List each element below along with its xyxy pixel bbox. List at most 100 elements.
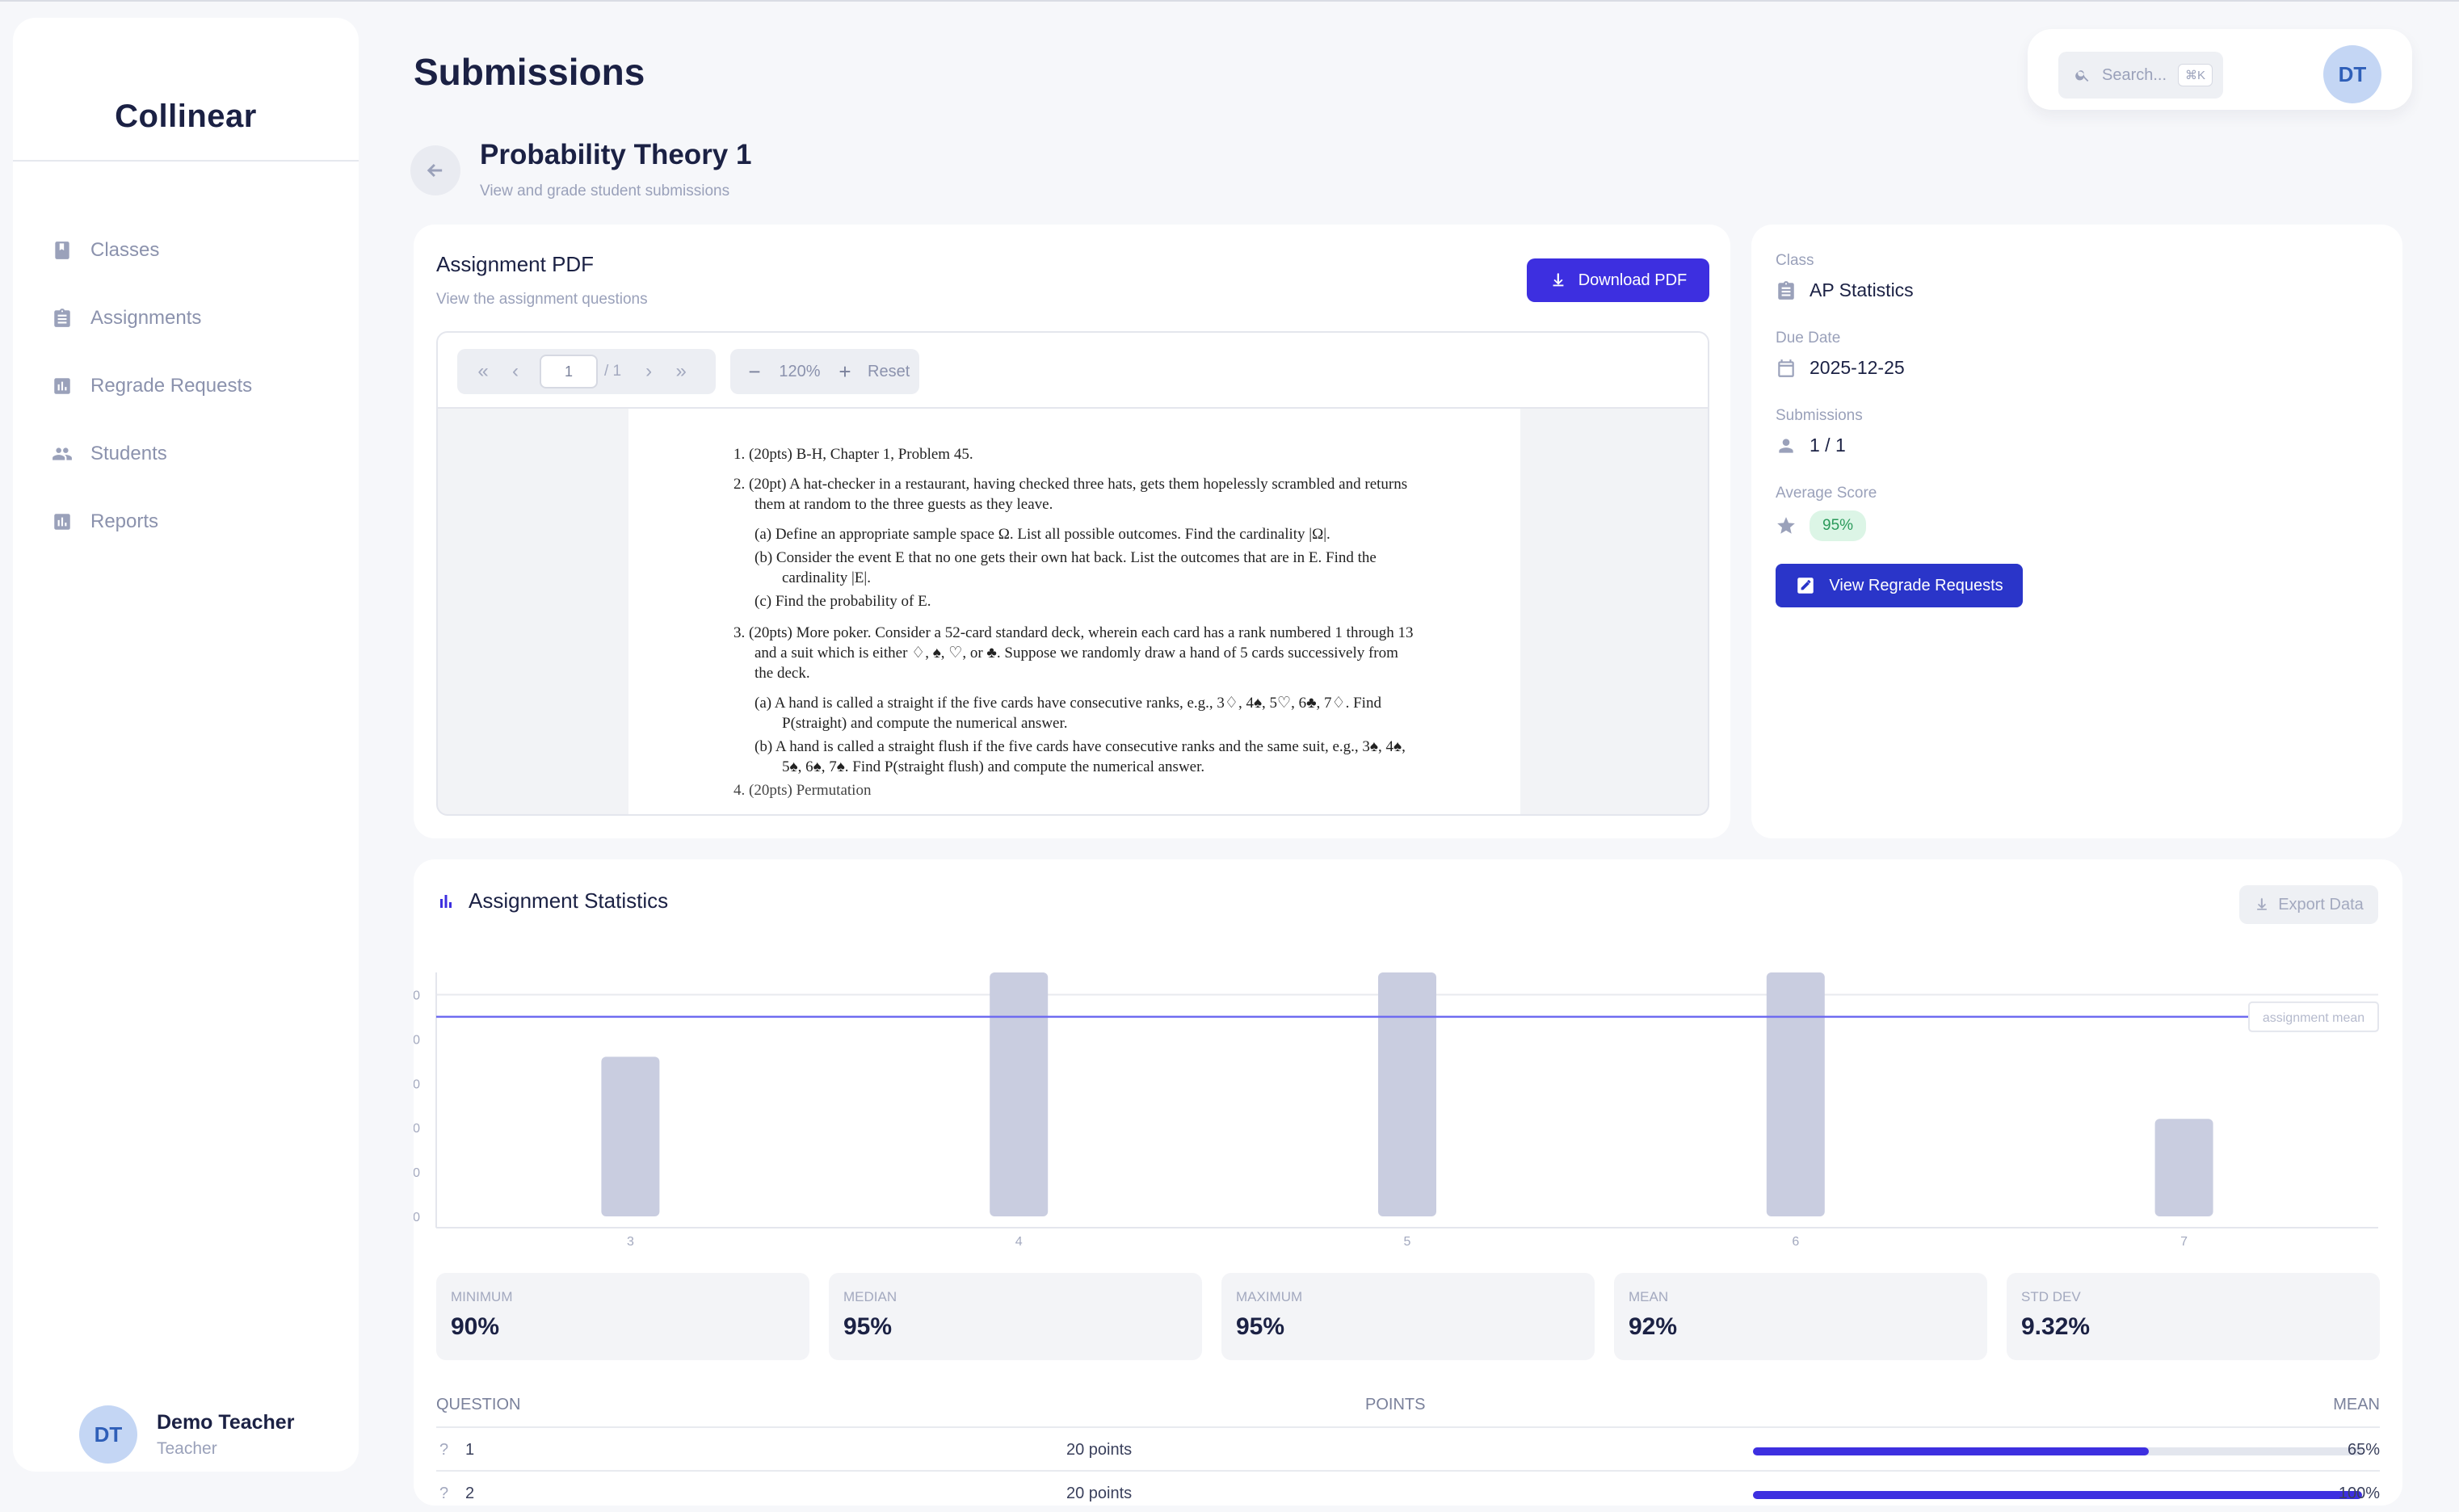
average-score-badge: 95% xyxy=(1810,510,1867,541)
user-profile[interactable]: DT Demo Teacher Teacher xyxy=(79,1405,294,1464)
zoom-level: 120% xyxy=(779,362,821,380)
due-date-label: Due Date xyxy=(1776,330,1841,346)
column-header-question: QUESTION xyxy=(436,1396,521,1413)
stat-label: MEDIAN xyxy=(843,1289,897,1304)
submissions-value: 1 / 1 xyxy=(1810,435,1846,456)
zoom-reset-button[interactable]: Reset xyxy=(868,362,910,380)
due-date-value: 2025-12-25 xyxy=(1810,357,1905,378)
chart-bar xyxy=(990,972,1049,1216)
search-icon xyxy=(2075,70,2089,82)
question-3a-text: (a) A hand is called a straight if the f… xyxy=(755,695,1381,732)
next-page-icon[interactable]: › xyxy=(645,360,653,382)
zoom-controls: − 120% + Reset xyxy=(730,349,919,394)
stat-median: MEDIAN 95% xyxy=(829,1273,1202,1360)
page-number-input[interactable] xyxy=(540,355,598,388)
download-pdf-button[interactable]: Download PDF xyxy=(1527,258,1709,302)
help-icon: ? xyxy=(439,1441,449,1459)
summary-stats: MINIMUM 90% MEDIAN 95% MAXIMUM 95% MEAN … xyxy=(436,1273,2380,1360)
back-button[interactable] xyxy=(410,145,460,195)
prev-page-icon[interactable]: ‹ xyxy=(512,360,519,382)
view-regrade-requests-button[interactable]: View Regrade Requests xyxy=(1776,564,2023,607)
stat-label: STD DEV xyxy=(2021,1289,2081,1304)
question-3b-text: (b) A hand is called a straight flush if… xyxy=(755,738,1406,775)
button-label: Download PDF xyxy=(1578,271,1688,289)
question-table-header: QUESTION POINTS MEAN xyxy=(436,1391,2380,1423)
mean-progress-fill xyxy=(1753,1491,2362,1499)
sidebar-item-regrade-requests[interactable]: Regrade Requests xyxy=(52,362,252,410)
question-1-text: 1. (20pts) B-H, Chapter 1, Problem 45. xyxy=(733,446,973,463)
stat-value: 90% xyxy=(451,1313,500,1340)
page-navigation: « ‹ / 1 › » xyxy=(457,349,716,394)
stat-label: MEAN xyxy=(1629,1289,1669,1304)
header-toolbar: Search... ⌘K DT xyxy=(2028,29,2412,110)
table-row[interactable]: ? 1 20 points 65% xyxy=(436,1426,2380,1470)
card-title: Assignment Statistics xyxy=(469,888,669,913)
pdf-viewer[interactable]: « ‹ / 1 › » − 120% + Reset 1. (20pts) B-… xyxy=(436,331,1709,816)
column-header-mean: MEAN xyxy=(2333,1396,2380,1413)
button-label: Export Data xyxy=(2278,895,2364,914)
first-page-icon[interactable]: « xyxy=(477,360,489,382)
stat-value: 95% xyxy=(843,1313,893,1340)
last-page-icon[interactable]: » xyxy=(675,360,687,382)
download-icon xyxy=(2257,897,2268,910)
profile-role: Teacher xyxy=(157,1438,217,1458)
pdf-toolbar: « ‹ / 1 › » − 120% + Reset xyxy=(438,333,1708,409)
clipboard-icon xyxy=(54,309,70,327)
stat-label: MAXIMUM xyxy=(1236,1289,1303,1304)
zoom-out-icon[interactable]: − xyxy=(748,359,761,384)
x-tick-label: 7 xyxy=(2180,1235,2188,1249)
sidebar-item-label: Reports xyxy=(90,510,159,532)
assignment-pdf-card: Assignment PDF View the assignment quest… xyxy=(414,225,1730,838)
statistics-header: Assignment Statistics xyxy=(436,888,668,914)
divider xyxy=(13,160,359,162)
question-number: 1 xyxy=(465,1441,475,1459)
search-input[interactable]: Search... ⌘K xyxy=(2058,52,2223,99)
x-tick-label: 5 xyxy=(1404,1235,1411,1249)
sidebar-item-students[interactable]: Students xyxy=(52,430,252,478)
mean-progress-fill xyxy=(1753,1447,2150,1455)
stat-maximum: MAXIMUM 95% xyxy=(1221,1273,1595,1360)
chart-bar xyxy=(1378,972,1436,1216)
report-icon xyxy=(54,514,70,530)
question-2b-text: (b) Consider the event E that no one get… xyxy=(755,549,1377,586)
sidebar: Collinear Classes Assignments Regrade Re… xyxy=(13,18,359,1472)
sidebar-item-label: Assignments xyxy=(90,307,202,329)
profile-name: Demo Teacher xyxy=(157,1410,295,1434)
stat-minimum: MINIMUM 90% xyxy=(436,1273,809,1360)
question-points: 20 points xyxy=(1066,1485,1133,1502)
avatar[interactable]: DT xyxy=(2323,45,2381,103)
x-tick-label: 4 xyxy=(1015,1235,1023,1249)
person-icon xyxy=(1779,438,1793,453)
question-mean: 65% xyxy=(2347,1441,2380,1459)
clipboard-icon xyxy=(1778,280,1794,300)
x-tick-label: 3 xyxy=(627,1235,634,1249)
question-2a-text: (a) Define an appropriate sample space Ω… xyxy=(755,526,1330,543)
sidebar-item-reports[interactable]: Reports xyxy=(52,498,252,546)
sidebar-nav: Classes Assignments Regrade Requests Stu… xyxy=(52,226,252,565)
zoom-in-icon[interactable]: + xyxy=(839,359,851,384)
column-header-points: POINTS xyxy=(1365,1396,1426,1413)
pdf-page: 1. (20pts) B-H, Chapter 1, Problem 45. 2… xyxy=(628,409,1520,814)
y-tick-label: 100 xyxy=(414,989,420,1002)
chart-bar xyxy=(601,1056,660,1216)
assignment-info-card: Class AP Statistics Due Date 2025-12-25 … xyxy=(1751,225,2402,838)
question-4-text: 4. (20pts) Permutation xyxy=(733,782,872,799)
edit-note-icon xyxy=(1797,578,1814,594)
top-border xyxy=(0,0,2459,2)
sidebar-item-label: Classes xyxy=(90,239,160,261)
score-distribution-chart: 0 20 40 60 80 100 3 4 5 6 7 assignment mean xyxy=(414,972,2379,1249)
brand-logo[interactable]: Collinear xyxy=(115,99,257,134)
card-title: Assignment PDF xyxy=(436,252,595,276)
stat-value: 9.32% xyxy=(2021,1313,2091,1340)
class-label: Class xyxy=(1776,252,1814,269)
y-tick-label: 0 xyxy=(414,1211,420,1224)
sidebar-item-classes[interactable]: Classes xyxy=(52,226,252,275)
assignment-title: Probability Theory 1 xyxy=(480,139,752,170)
card-subtitle: View the assignment questions xyxy=(436,291,648,308)
sidebar-item-assignments[interactable]: Assignments xyxy=(52,294,252,342)
export-data-button[interactable]: Export Data xyxy=(2239,885,2378,924)
submissions-label: Submissions xyxy=(1776,407,1863,424)
question-3-text: 3. (20pts) More poker. Consider a 52-car… xyxy=(733,624,1414,682)
table-row[interactable]: ? 2 20 points 100% xyxy=(436,1470,2380,1506)
chart-icon xyxy=(54,378,70,394)
